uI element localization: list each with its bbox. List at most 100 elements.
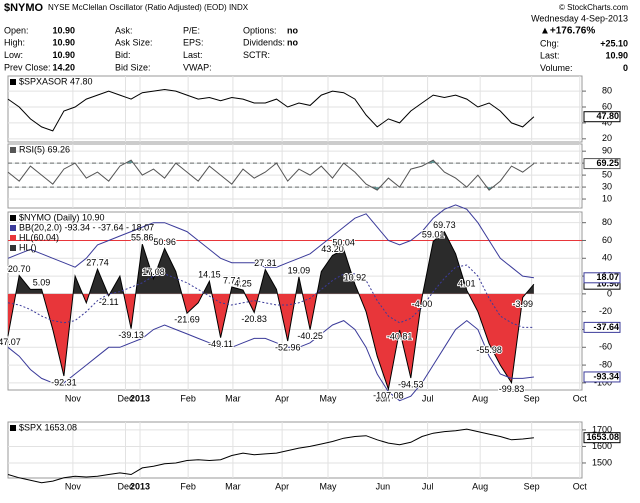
description: NYSE McClellan Oscillator (Ratio Adjuste…: [48, 3, 249, 12]
peak-label: -20.83: [241, 314, 267, 324]
peak-label: -99.83: [499, 384, 525, 394]
current-value: 69.25: [596, 158, 619, 168]
current-value: 10.90: [596, 279, 619, 289]
x-tick-label: Oct: [573, 481, 588, 491]
y-tick-label: 1700: [592, 424, 612, 434]
legend-label: $SPX 1653.08: [19, 422, 77, 432]
x-tick-label: Oct: [573, 393, 588, 403]
field-value: no: [287, 25, 298, 35]
x-tick-label: Mar: [225, 481, 241, 491]
peak-label: -92.31: [51, 377, 77, 387]
legend-swatch: [10, 245, 16, 251]
x-tick-label: Mar: [225, 393, 241, 403]
field-label: Last:: [183, 50, 203, 60]
peak-label: 20.70: [8, 264, 31, 274]
field-label: Ask:: [115, 25, 133, 35]
legend-label: $SPXASOR 47.80: [19, 76, 93, 86]
x-tick-label: Jun: [376, 393, 391, 403]
legend-label: RSI(5) 69.26: [19, 144, 70, 154]
peak-label: 10.92: [344, 273, 367, 283]
y-tick-label: -20: [599, 306, 612, 316]
legend-label: HL(60.04): [19, 232, 59, 242]
peak-label: -47.07: [0, 337, 21, 347]
peak-label: 19.09: [288, 265, 311, 275]
peak-label: -4.00: [412, 299, 433, 309]
y-tick-label: 60: [602, 101, 612, 111]
field-label: EPS:: [183, 38, 204, 48]
x-tick-label: May: [319, 481, 337, 491]
field-value: 10.90: [52, 38, 75, 48]
panel: [7, 143, 583, 209]
field-value: 10.90: [52, 50, 75, 60]
field-label: High:: [4, 38, 25, 48]
y-tick-label: 1500: [592, 457, 612, 467]
x-tick-label: Feb: [180, 393, 196, 403]
field-value: 14.20: [52, 62, 75, 72]
y-tick-label: 80: [602, 217, 612, 227]
change: ▲+176.76%: [540, 26, 595, 37]
x-tick-label: Jul: [422, 481, 434, 491]
field-label: Prev Close:: [4, 62, 51, 72]
y-tick-label: 40: [602, 117, 612, 127]
current-box: [583, 158, 621, 170]
x-tick-label: Aug: [472, 481, 488, 491]
peak-label: 17.08: [142, 267, 165, 277]
y-tick-label: 50: [602, 169, 612, 179]
y-tick-label: 90: [602, 146, 612, 156]
series-line: [7, 319, 534, 402]
field-label: SCTR:: [243, 50, 270, 60]
date: Wednesday 4-Sep-2013: [531, 13, 628, 23]
field-label: Volume:: [540, 63, 573, 73]
peak-label: -3.99: [512, 299, 533, 309]
legend-swatch: [10, 147, 16, 153]
x-tick-label: 2013: [130, 393, 150, 403]
y-tick-label: 60: [602, 235, 612, 245]
peak-label: 7.74: [223, 275, 241, 285]
area-fill: [8, 293, 526, 390]
peak-label: 27.74: [86, 258, 109, 268]
x-tick-label: Nov: [65, 393, 82, 403]
current-value: 18.07: [596, 272, 619, 282]
field-label: Open:: [4, 25, 29, 35]
y-tick-label: 40: [602, 253, 612, 263]
peak-label: 50.04: [332, 238, 355, 248]
series-line: [7, 428, 534, 484]
field-label: Bid Size:: [115, 62, 151, 72]
current-box: [583, 321, 621, 333]
y-tick-label: 20: [602, 133, 612, 143]
field-value: no: [287, 38, 298, 48]
x-tick-label: Sep: [524, 481, 540, 491]
legend-swatch: [10, 425, 16, 431]
x-tick-label: Aug: [472, 393, 488, 403]
x-tick-label: Jul: [422, 393, 434, 403]
symbol: $NYMO: [4, 2, 44, 14]
peak-label: 27.31: [254, 258, 277, 268]
peak-label: 69.73: [433, 220, 456, 230]
field-value: 10.90: [52, 25, 75, 35]
field-value: +25.10: [600, 38, 628, 48]
panel: [7, 75, 583, 143]
current-value: 47.80: [596, 111, 619, 121]
peak-label: -40.25: [297, 331, 323, 341]
peak-label: -2.11: [99, 297, 119, 307]
field-label: Ask Size:: [115, 38, 153, 48]
current-value: -93.34: [593, 371, 619, 381]
peak-label: -94.53: [398, 379, 424, 389]
field-label: Bid:: [115, 50, 131, 60]
y-tick-label: -80: [599, 359, 612, 369]
x-tick-label: Apr: [275, 481, 289, 491]
series-line: [7, 264, 534, 328]
field-label: Last:: [540, 51, 560, 61]
peak-label: 5.09: [33, 278, 51, 288]
credit: © StockCharts.com: [559, 3, 628, 12]
peak-label: -49.11: [208, 339, 233, 349]
peak-label: -55.98: [476, 345, 502, 355]
current-box: [583, 371, 621, 383]
peak-label: 4.25: [234, 278, 252, 288]
peak-label: 4.01: [458, 279, 476, 289]
y-tick-label: 80: [602, 85, 612, 95]
series-line: [7, 159, 535, 191]
peak-label: -107.08: [373, 391, 404, 401]
y-tick-label: 1600: [592, 441, 612, 451]
legend-swatch: [10, 235, 16, 241]
